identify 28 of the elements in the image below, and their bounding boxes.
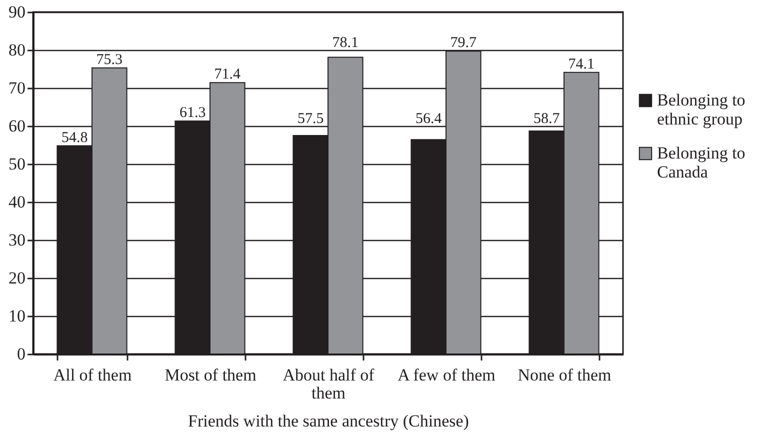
x-tick-label: None of them [518,366,612,384]
legend-label: Belonging to Canada [657,144,746,182]
x-axis-title: Friends with the same ancestry (Chinese) [188,412,469,430]
data-label: 58.7 [533,111,560,127]
y-tick-label: 60 [8,116,26,136]
y-tick-label: 40 [8,192,26,212]
y-tick-label: 50 [8,154,26,174]
y-tick-label: 90 [8,2,26,22]
data-label: 79.7 [450,35,478,52]
data-label: 61.3 [179,105,206,122]
y-tick-label: 20 [8,268,26,288]
y-tick-label: 10 [8,306,26,326]
x-tick-label: All of them [53,366,132,384]
data-label: 71.4 [214,66,242,83]
data-label: 54.8 [61,130,88,146]
legend-label: Belonging to ethnic group [657,90,746,128]
y-tick-label: 80 [8,40,26,60]
x-tick-label: A few of them [398,366,496,384]
data-label: 57.5 [297,111,324,127]
x-tick-label: Most of them [164,366,256,384]
x-tick-label: About half of them [282,366,375,402]
y-tick-label: 70 [8,78,26,98]
y-tick-label: 0 [17,344,26,364]
data-label: 78.1 [332,35,359,51]
y-tick-label: 30 [8,230,26,250]
data-label: 56.4 [415,111,442,127]
data-label: 74.1 [568,56,595,72]
data-label: 75.3 [96,52,123,68]
